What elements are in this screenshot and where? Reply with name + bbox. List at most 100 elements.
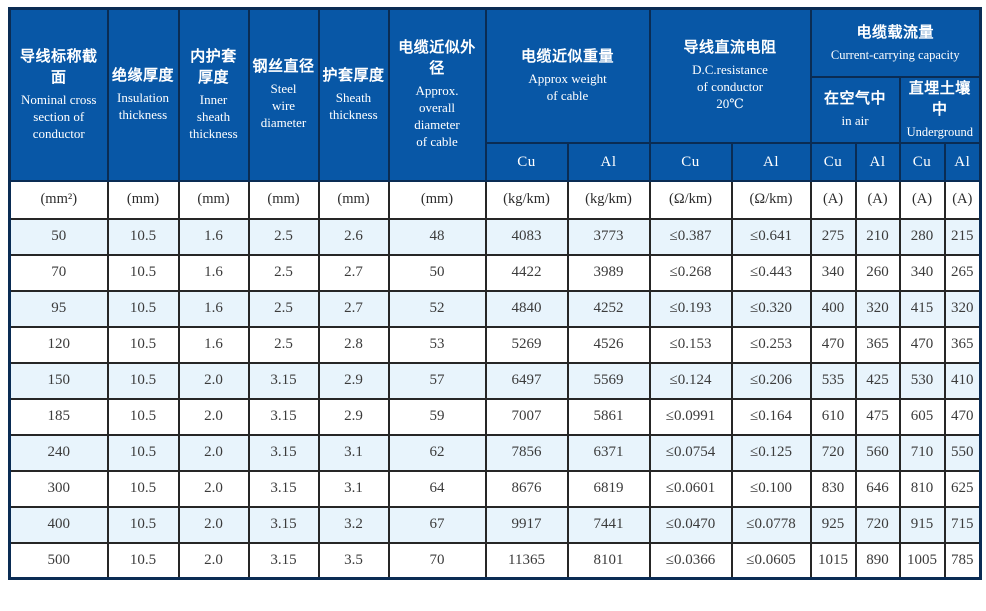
cell: 2.0: [177, 469, 250, 508]
cell: 5269: [484, 325, 569, 364]
cell: 150: [8, 361, 109, 400]
cell: 260: [854, 253, 901, 292]
cell: 715: [943, 505, 982, 544]
header-row-subgroups: 在空气中 in air 直埋土壤中 Underground: [10, 75, 982, 144]
cell: 5569: [566, 361, 651, 400]
header-insulation-zh: 绝缘厚度: [111, 67, 174, 84]
table-row: 120 10.5 1.6 2.5 2.8 53 5269 4526 ≤0.153 ≤0.253 47…: [8, 325, 982, 364]
header-resistance-group: 导线直流电阻 D.C.resistance of conductor 20℃: [648, 7, 812, 144]
cell: 2.9: [317, 397, 390, 436]
cell: 2.5: [247, 289, 320, 328]
cell: 8101: [566, 541, 651, 580]
cell: 810: [898, 469, 946, 508]
cell: 605: [898, 397, 946, 436]
cell: ≤0.443: [730, 253, 812, 292]
cell: 11365: [484, 541, 569, 580]
cell: 915: [898, 505, 946, 544]
header-resistance-zh: 导线直流电阻: [683, 40, 777, 57]
page: 导线标称截面 Nominal cross section of conducto…: [8, 7, 983, 580]
cell: 4422: [484, 253, 569, 292]
header-weight-en: Approx weight of cable: [528, 70, 607, 103]
cell: 2.9: [317, 361, 390, 400]
cell: ≤0.0470: [648, 505, 733, 544]
unit-cell: (kg/km): [566, 179, 651, 220]
cu-label: Cu: [912, 153, 932, 170]
table-row: 185 10.5 2.0 3.15 2.9 59 7007 5861 ≤0.0991 ≤0.164…: [8, 397, 982, 436]
header-sheath: 护套厚度 Sheath thickness: [317, 7, 390, 182]
cell: ≤0.0601: [648, 469, 733, 508]
cell: 10.5: [106, 217, 180, 256]
cell: 6371: [566, 433, 651, 472]
cell: 400: [809, 289, 857, 328]
cell: 3.5: [317, 541, 390, 580]
cell: ≤0.125: [730, 433, 812, 472]
cell: 9917: [484, 505, 569, 544]
cell: 6819: [566, 469, 651, 508]
cell: 2.0: [177, 541, 250, 580]
cell: 1.6: [177, 289, 250, 328]
cell: 7856: [484, 433, 569, 472]
cu-label: Cu: [517, 153, 536, 170]
cell: 10.5: [106, 505, 180, 544]
header-inner-sheath: 内护套 厚度 Inner sheath thickness: [177, 7, 250, 182]
cell: 1.6: [177, 217, 250, 256]
cell: 48: [387, 217, 487, 256]
cell: 425: [854, 361, 901, 400]
cell: 4083: [484, 217, 569, 256]
cell: 2.8: [317, 325, 390, 364]
cell: ≤0.0366: [648, 541, 733, 580]
cell: 300: [8, 469, 109, 508]
cell: ≤0.0605: [730, 541, 812, 580]
header-in-air-zh: 在空气中: [824, 91, 887, 108]
cell: 53: [387, 325, 487, 364]
header-underground-al: Al: [943, 141, 982, 182]
cell: 4840: [484, 289, 569, 328]
cell: 67: [387, 505, 487, 544]
cell: ≤0.100: [730, 469, 812, 508]
header-steel-wire-en: Steel wire diameter: [260, 81, 307, 131]
cell: 710: [898, 433, 946, 472]
cell: 215: [943, 217, 982, 256]
cell: 10.5: [106, 289, 180, 328]
cell: 6497: [484, 361, 569, 400]
cell: 1015: [809, 541, 857, 580]
header-insulation-en: Insulation thickness: [117, 89, 169, 122]
cell: 625: [943, 469, 982, 508]
header-inner-sheath-zh: 内护套 厚度: [190, 48, 237, 86]
cell: ≤0.0754: [648, 433, 733, 472]
header-underground-zh: 直埋土壤中: [908, 80, 971, 118]
cell: 57: [387, 361, 487, 400]
header-in-air-al: Al: [854, 141, 901, 182]
cable-spec-table: 导线标称截面 Nominal cross section of conducto…: [8, 7, 983, 580]
cell: 2.0: [177, 361, 250, 400]
al-label: Al: [600, 153, 617, 170]
cell: 470: [898, 325, 946, 364]
cell: 535: [809, 361, 857, 400]
table-row: 50 10.5 1.6 2.5 2.6 48 4083 3773 ≤0.387 ≤0.641 275…: [8, 217, 982, 256]
header-nominal-section-en: Nominal cross section of conductor: [21, 91, 97, 141]
unit-cell: (A): [854, 179, 901, 220]
cell: 3.1: [317, 433, 390, 472]
header-steel-wire: 钢丝直径 Steel wire diameter: [247, 7, 320, 182]
cell: ≤0.124: [648, 361, 733, 400]
cell: 2.7: [317, 289, 390, 328]
cell: 646: [854, 469, 901, 508]
cell: 830: [809, 469, 857, 508]
header-resistance-cu: Cu: [648, 141, 733, 182]
header-weight-group: 电缆近似重量 Approx weight of cable: [484, 7, 651, 144]
al-label: Al: [763, 153, 780, 170]
unit-cell: (A): [898, 179, 946, 220]
cell: 720: [854, 505, 901, 544]
cell: 50: [8, 217, 109, 256]
cell: 10.5: [106, 325, 180, 364]
header-resistance-al: Al: [730, 141, 812, 182]
cell: 210: [854, 217, 901, 256]
cu-label: Cu: [823, 153, 843, 170]
header-in-air-cu: Cu: [809, 141, 857, 182]
table-row: 150 10.5 2.0 3.15 2.9 57 6497 5569 ≤0.124 ≤0.206 5…: [8, 361, 982, 400]
cell: ≤0.0778: [730, 505, 812, 544]
cell: 70: [387, 541, 487, 580]
cell: 7007: [484, 397, 569, 436]
header-diameter-en: Approx. overall diameter of cable: [414, 83, 460, 150]
cell: 120: [8, 325, 109, 364]
